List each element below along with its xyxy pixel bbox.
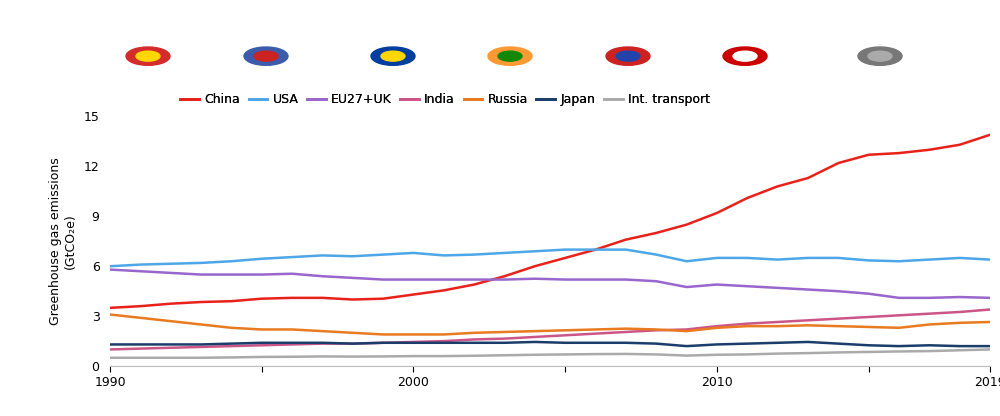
Legend: China, USA, EU27+UK, India, Russia, Japan, Int. transport: China, USA, EU27+UK, India, Russia, Japa…: [180, 94, 710, 106]
Y-axis label: Greenhouse gas emissions
(GtCO₂e): Greenhouse gas emissions (GtCO₂e): [49, 157, 77, 325]
